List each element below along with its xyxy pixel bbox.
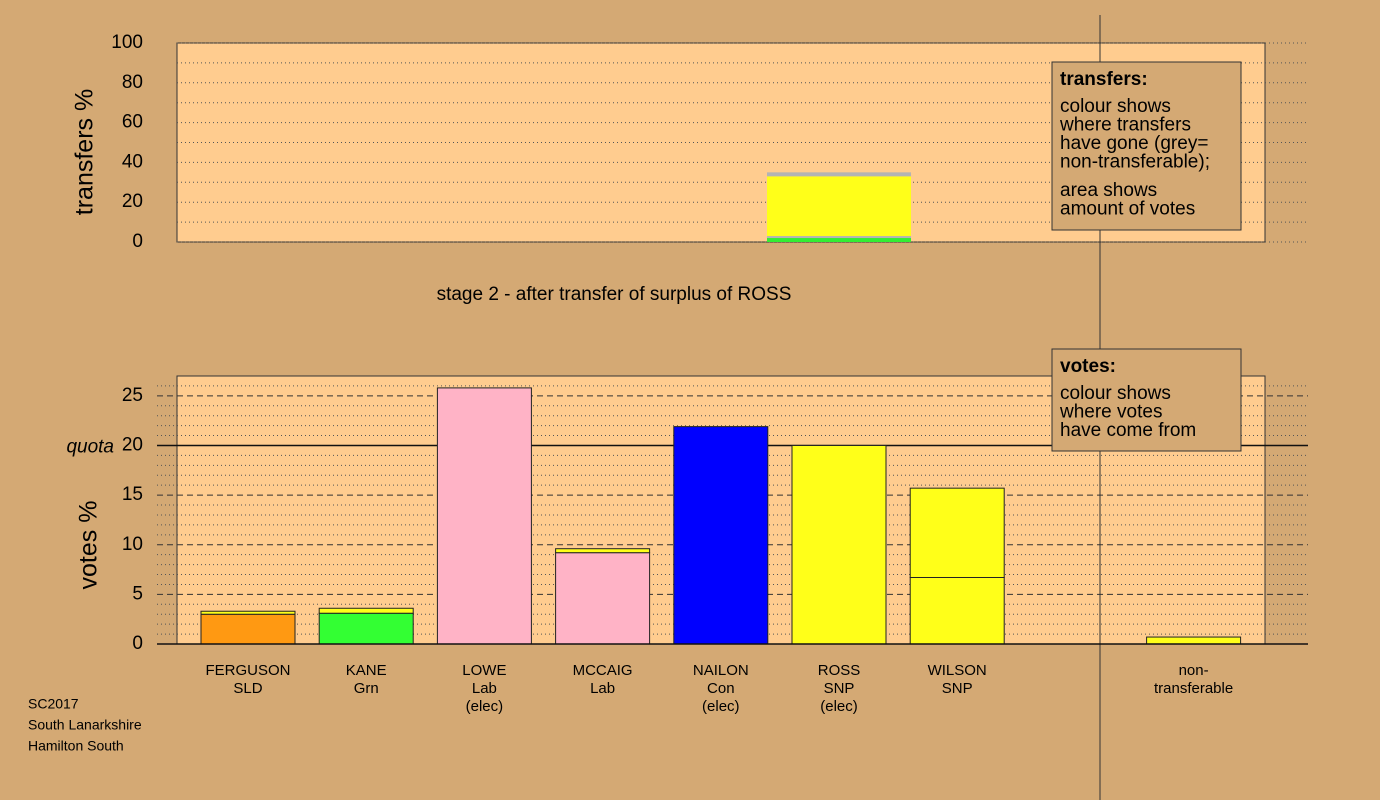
y-tick-label: 60 — [122, 112, 143, 133]
y-tick-label: 10 — [122, 534, 143, 555]
bar-segment — [436, 387, 532, 645]
x-tick-label: MCCAIG — [573, 662, 633, 679]
footer-line: SC2017 — [28, 696, 79, 712]
y-tick-label: 5 — [132, 583, 143, 604]
x-tick-label: NAILON — [693, 662, 749, 679]
legend-title: votes: — [1060, 356, 1116, 377]
x-tick-label: WILSON — [928, 662, 987, 679]
x-tick-label: SLD — [233, 680, 262, 697]
x-tick-label: Lab — [472, 680, 497, 697]
legend-line: have gone (grey= — [1060, 133, 1208, 154]
legend-line: area shows — [1060, 180, 1157, 201]
legend-line: colour shows — [1060, 383, 1171, 404]
x-tick-label: (elec) — [820, 698, 858, 715]
bar-segment — [318, 607, 414, 614]
y-tick-label: 20 — [122, 434, 143, 455]
x-tick-label: Lab — [590, 680, 615, 697]
legend-line: amount of votes — [1060, 199, 1195, 220]
bar-segment — [909, 576, 1005, 645]
bar-segment — [555, 548, 651, 554]
legend-line: colour shows — [1060, 96, 1171, 117]
legend-line: where transfers — [1059, 115, 1191, 136]
footer-line: Hamilton South — [28, 738, 124, 754]
x-tick-label: LOWE — [462, 662, 506, 679]
y-axis-label: transfers % — [71, 89, 99, 215]
bar-segment — [1146, 636, 1242, 645]
x-tick-label: (elec) — [702, 698, 740, 715]
y-tick-label: 0 — [132, 633, 143, 654]
legend-line: where votes — [1059, 402, 1162, 423]
bar-segment — [555, 552, 651, 645]
bar-segment — [200, 610, 296, 615]
legend-line: have come from — [1060, 420, 1196, 441]
y-axis-label: votes % — [75, 501, 103, 590]
legend-box — [1051, 348, 1242, 452]
bar-segment — [767, 236, 911, 239]
chart-title: stage 2 - after transfer of surplus of R… — [437, 284, 792, 305]
x-tick-label: transferable — [1154, 680, 1233, 697]
quota-label: quota — [66, 436, 114, 457]
x-tick-label: Con — [707, 680, 735, 697]
bar-segment — [767, 238, 911, 242]
bar-segment — [791, 444, 887, 645]
y-tick-label: 0 — [132, 231, 143, 252]
x-tick-label: FERGUSON — [205, 662, 290, 679]
x-tick-label: ROSS — [818, 662, 861, 679]
bar-segment — [767, 172, 911, 177]
bar-segment — [767, 176, 911, 237]
bar-segment — [318, 612, 414, 645]
x-tick-label: SNP — [942, 680, 973, 697]
y-tick-label: 25 — [122, 385, 143, 406]
legend-line: non-transferable); — [1060, 152, 1210, 173]
legend-box — [1051, 61, 1242, 231]
y-tick-label: 15 — [122, 484, 143, 505]
x-tick-label: (elec) — [466, 698, 504, 715]
y-tick-label: 100 — [111, 32, 143, 53]
y-tick-label: 40 — [122, 151, 143, 172]
legend-title: transfers: — [1060, 69, 1148, 90]
y-tick-label: 80 — [122, 72, 143, 93]
footer-line: South Lanarkshire — [28, 717, 142, 733]
x-tick-label: KANE — [346, 662, 387, 679]
x-tick-label: non- — [1179, 662, 1209, 679]
x-tick-label: SNP — [824, 680, 855, 697]
y-tick-label: 20 — [122, 191, 143, 212]
bar-segment — [200, 613, 296, 645]
bar-segment — [673, 426, 769, 645]
x-tick-label: Grn — [354, 680, 379, 697]
bar-segment — [909, 487, 1005, 578]
